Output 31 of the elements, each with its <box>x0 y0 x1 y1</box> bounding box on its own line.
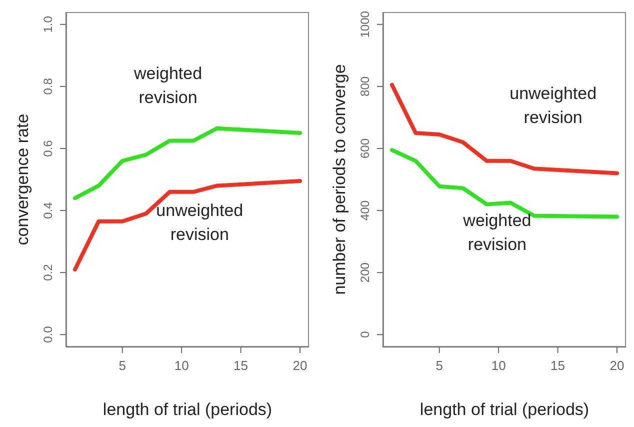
y-tick-label: 0.4 <box>41 202 55 219</box>
line-series <box>73 126 302 200</box>
text: unweighted revision <box>508 82 598 129</box>
x-tick-label: 15 <box>234 358 248 374</box>
x-axis-title: length of trial (periods) <box>102 400 272 419</box>
y-tick-label: 800 <box>358 76 372 96</box>
y-tick-label: 0.6 <box>41 140 55 157</box>
y-tick-label: 0.8 <box>41 78 55 95</box>
series-label: weighted revision <box>133 62 204 109</box>
x-tick-label: 10 <box>174 358 189 374</box>
x-tick-label: 5 <box>436 358 443 374</box>
x-tick-label: 5 <box>118 358 126 374</box>
y-axis-title: convergence rate <box>13 114 32 246</box>
y-tick-label: 400 <box>358 200 372 221</box>
y-axis-title: number of periods to converge <box>330 64 350 295</box>
y-tick-label: 600 <box>358 138 372 158</box>
x-tick-label: 10 <box>491 358 506 374</box>
y-tick-label: 0.0 <box>41 326 55 343</box>
y-tick-label: 1.0 <box>41 16 55 33</box>
y-tick-label: 0 <box>358 330 372 338</box>
y-tick-label: 200 <box>358 262 372 283</box>
series-label: weighted revision <box>462 210 532 256</box>
series-label: unweighted revision <box>155 200 244 246</box>
line-series <box>390 82 619 176</box>
line-series <box>73 179 302 272</box>
x-axis-title: length of trial (periods) <box>420 400 590 419</box>
x-tick-label: 20 <box>610 358 624 374</box>
x-tick-label: 20 <box>292 358 308 374</box>
x-tick-label: 15 <box>550 358 566 374</box>
y-tick-label: 1000 <box>358 10 372 38</box>
y-tick-label: 0.2 <box>41 264 55 281</box>
